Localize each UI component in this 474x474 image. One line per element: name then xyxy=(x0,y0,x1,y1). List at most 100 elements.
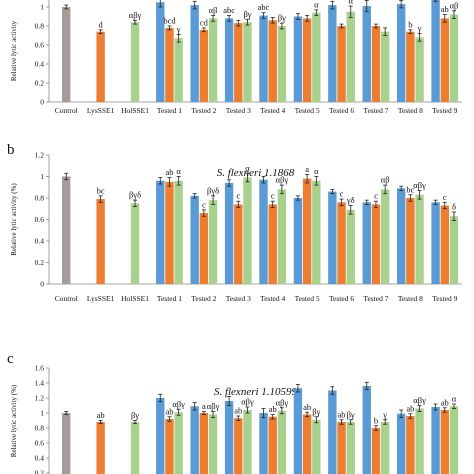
bar-6-3 xyxy=(243,22,252,103)
y-tick-label: 0 xyxy=(40,98,44,107)
significance-label: ab xyxy=(303,402,311,412)
significance-label: βγ xyxy=(131,410,139,420)
panel-letter: b xyxy=(7,142,15,158)
bar-7-2 xyxy=(268,20,277,102)
y-axis-title: Relative lytic activity (%) xyxy=(10,384,18,457)
significance-label: γ xyxy=(382,409,387,419)
bar-4-2 xyxy=(165,27,174,102)
bar-11-1 xyxy=(396,413,406,474)
category-label: HolSSE1 xyxy=(121,106,149,115)
significance-label: ab xyxy=(165,406,173,416)
significance-label: c xyxy=(271,191,275,201)
category-label: LysSSE1 xyxy=(87,294,115,303)
bar-10-2 xyxy=(371,26,381,102)
bar-1-1 xyxy=(62,176,71,284)
significance-label: α xyxy=(349,0,354,6)
bar-3-1 xyxy=(130,22,140,103)
bar-6-2 xyxy=(234,23,243,102)
y-tick-label: 0.6 xyxy=(35,215,45,224)
y-axis-title: Relative lytic activity xyxy=(10,20,18,81)
significance-label: abc xyxy=(223,5,235,15)
bar-3-1 xyxy=(130,203,140,284)
significance-label: ab xyxy=(406,403,414,413)
y-tick-label: 0.2 xyxy=(35,79,45,88)
bar-12-3 xyxy=(449,216,459,284)
chart-panel-1: 0 0.2 0.4 0.6 0.8 1 Relative lytic activity Con… xyxy=(10,0,462,115)
chart-title: S. flexneri 1.1868 xyxy=(217,167,295,179)
bar-9-1 xyxy=(328,390,337,474)
significance-label: αβγ xyxy=(207,401,220,411)
y-axis-title: Relative lytic activity (%) xyxy=(10,183,18,256)
bar-11-1 xyxy=(396,4,406,102)
bar-9-3 xyxy=(346,209,355,284)
category-label: Tested 9 xyxy=(432,106,457,115)
bar-7-2 xyxy=(268,416,277,474)
bar-11-3 xyxy=(415,408,424,474)
category-label: Tested 1 xyxy=(157,106,182,115)
bar-10-1 xyxy=(362,386,371,474)
bar-12-2 xyxy=(440,18,449,102)
y-tick-label: 0.2 xyxy=(35,469,45,474)
bar-4-3 xyxy=(174,412,183,474)
bar-3-1 xyxy=(130,422,140,474)
bar-6-1 xyxy=(224,401,234,474)
significance-label: c xyxy=(202,199,206,209)
significance-label: α xyxy=(452,394,457,404)
y-tick-label: 1 xyxy=(40,409,44,418)
significance-label: b xyxy=(408,19,412,29)
significance-label: ab xyxy=(234,406,242,416)
y-tick-label: 0.4 xyxy=(35,237,45,246)
significance-label: βγδ xyxy=(207,185,219,195)
category-label: Tested 8 xyxy=(398,294,423,303)
bar-12-3 xyxy=(449,14,459,103)
category-label: Tested 6 xyxy=(329,106,354,115)
bar-6-2 xyxy=(234,204,243,284)
bar-6-1 xyxy=(224,18,234,102)
bar-9-3 xyxy=(346,422,355,474)
significance-label: αβγ xyxy=(276,175,289,185)
bar-1-1 xyxy=(62,7,71,102)
y-tick-label: 1.2 xyxy=(35,151,45,160)
bar-5-3 xyxy=(208,200,218,284)
category-label: Tested 6 xyxy=(329,294,354,303)
chart-title: S. flexneri 1.10599 xyxy=(214,386,298,398)
bar-8-2 xyxy=(302,178,312,284)
category-label: Tested 3 xyxy=(226,106,251,115)
significance-label: bc xyxy=(406,184,414,194)
significance-label: α xyxy=(176,166,181,176)
category-label: Tested 9 xyxy=(432,294,457,303)
bar-9-2 xyxy=(337,202,346,284)
bar-4-3 xyxy=(174,38,183,102)
bar-8-3 xyxy=(312,419,321,474)
significance-label: d xyxy=(99,19,104,29)
significance-label: αβγ xyxy=(413,395,426,405)
category-label: Tested 4 xyxy=(260,294,285,303)
bar-12-1 xyxy=(431,0,440,102)
significance-label: abc xyxy=(258,2,270,12)
significance-label: ab xyxy=(441,4,449,14)
bar-6-2 xyxy=(234,418,243,474)
bar-9-3 xyxy=(346,11,355,102)
bar-4-2 xyxy=(165,419,174,474)
bar-8-3 xyxy=(312,12,321,103)
bar-4-1 xyxy=(156,2,165,102)
y-tick-label: 0.6 xyxy=(35,439,45,448)
bar-4-2 xyxy=(165,181,174,284)
bar-11-2 xyxy=(406,416,415,474)
significance-label: ab xyxy=(269,404,277,414)
y-tick-label: 0.8 xyxy=(35,424,45,433)
category-label: Control xyxy=(55,294,78,303)
bar-9-2 xyxy=(337,422,346,474)
significance-label: α xyxy=(245,163,250,173)
significance-label: c xyxy=(236,191,240,201)
significance-label: αβ xyxy=(209,5,218,15)
significance-label: αβ xyxy=(450,0,459,10)
significance-label: ab xyxy=(165,167,173,177)
bar-12-1 xyxy=(431,407,440,474)
bar-7-1 xyxy=(259,15,268,102)
y-tick-label: 0.4 xyxy=(35,60,45,69)
bar-10-3 xyxy=(380,189,390,284)
y-tick-label: 1 xyxy=(40,172,44,181)
significance-label: a xyxy=(202,401,206,411)
y-tick-label: 1 xyxy=(40,3,44,12)
